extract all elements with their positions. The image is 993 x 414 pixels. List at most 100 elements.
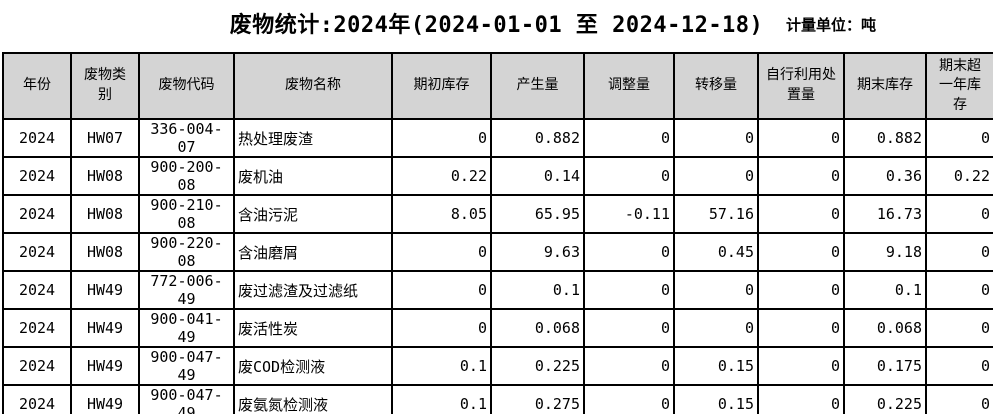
column-header-1[interactable]: 废物类别 [70,52,140,120]
cell[interactable]: 0 [757,156,845,196]
column-header-10[interactable]: 期末超一年库存 [925,52,993,120]
cell[interactable]: 0.1 [490,270,585,310]
cell[interactable]: 0 [925,384,993,414]
cell[interactable]: HW08 [70,194,140,234]
cell[interactable]: 废COD检测液 [233,346,393,386]
cell[interactable]: 0 [757,308,845,348]
cell[interactable]: 0 [391,308,492,348]
cell[interactable]: HW49 [70,384,140,414]
column-header-0[interactable]: 年份 [2,52,72,120]
cell[interactable]: 0 [391,118,492,158]
cell[interactable]: 8.05 [391,194,492,234]
cell[interactable]: 2024 [2,346,72,386]
cell[interactable]: 含油磨屑 [233,232,393,272]
column-header-3[interactable]: 废物名称 [233,52,393,120]
cell[interactable]: 0 [757,194,845,234]
cell[interactable]: 336-004-07 [138,118,235,158]
cell[interactable]: 0 [757,384,845,414]
cell[interactable]: 0 [925,270,993,310]
cell[interactable]: 0 [673,308,759,348]
cell[interactable]: HW49 [70,308,140,348]
cell[interactable]: 0 [925,346,993,386]
cell[interactable]: 0 [583,232,675,272]
column-header-2[interactable]: 废物代码 [138,52,235,120]
column-header-7[interactable]: 转移量 [673,52,759,120]
cell[interactable]: 0.15 [673,346,759,386]
cell[interactable]: 900-047-49 [138,384,235,414]
cell[interactable]: 0 [757,232,845,272]
cell[interactable]: 0.14 [490,156,585,196]
cell[interactable]: 0.36 [843,156,927,196]
cell[interactable]: 废机油 [233,156,393,196]
cell[interactable]: 2024 [2,118,72,158]
cell[interactable]: 16.73 [843,194,927,234]
cell[interactable]: 0 [673,156,759,196]
cell[interactable]: 57.16 [673,194,759,234]
cell[interactable]: HW49 [70,270,140,310]
cell[interactable]: HW08 [70,232,140,272]
cell[interactable]: 0 [583,346,675,386]
cell[interactable]: 0 [925,118,993,158]
column-header-9[interactable]: 期末库存 [843,52,927,120]
cell[interactable]: 65.95 [490,194,585,234]
cell[interactable]: 900-041-49 [138,308,235,348]
cell[interactable]: 废活性炭 [233,308,393,348]
cell[interactable]: 2024 [2,194,72,234]
cell[interactable]: 2024 [2,156,72,196]
cell[interactable]: 0.068 [843,308,927,348]
cell[interactable]: 0 [673,118,759,158]
cell[interactable]: 2024 [2,384,72,414]
page-title: 废物统计:2024年(2024-01-01 至 2024-12-18) [229,13,764,38]
cell[interactable]: 0.1 [843,270,927,310]
cell[interactable]: 0.22 [391,156,492,196]
cell[interactable]: 9.63 [490,232,585,272]
cell[interactable]: 0 [583,270,675,310]
cell[interactable]: 0 [757,270,845,310]
cell[interactable]: HW07 [70,118,140,158]
cell[interactable]: 772-006-49 [138,270,235,310]
column-header-8[interactable]: 自行利用处置量 [757,52,845,120]
cell[interactable]: 0 [583,118,675,158]
cell[interactable]: 0.15 [673,384,759,414]
cell[interactable]: 0 [673,270,759,310]
cell[interactable]: 900-047-49 [138,346,235,386]
cell[interactable]: 2024 [2,232,72,272]
cell[interactable]: 0.225 [490,346,585,386]
cell[interactable]: 0.1 [391,346,492,386]
cell[interactable]: 热处理废渣 [233,118,393,158]
cell[interactable]: 0 [583,384,675,414]
cell[interactable]: 0 [757,118,845,158]
cell[interactable]: 0 [583,156,675,196]
cell[interactable]: HW08 [70,156,140,196]
cell[interactable]: 0.22 [925,156,993,196]
cell[interactable]: -0.11 [583,194,675,234]
cell[interactable]: 900-200-08 [138,156,235,196]
cell[interactable]: 0 [757,346,845,386]
cell[interactable]: 0.882 [843,118,927,158]
cell[interactable]: 0 [391,232,492,272]
cell[interactable]: 0.275 [490,384,585,414]
cell[interactable]: 0.1 [391,384,492,414]
cell[interactable]: 900-210-08 [138,194,235,234]
cell[interactable]: 废过滤渣及过滤纸 [233,270,393,310]
cell[interactable]: 0.882 [490,118,585,158]
cell[interactable]: 废氨氮检测液 [233,384,393,414]
cell[interactable]: 0.45 [673,232,759,272]
cell[interactable]: 0 [391,270,492,310]
cell[interactable]: 含油污泥 [233,194,393,234]
cell[interactable]: HW49 [70,346,140,386]
cell[interactable]: 900-220-08 [138,232,235,272]
column-header-5[interactable]: 产生量 [490,52,585,120]
column-header-6[interactable]: 调整量 [583,52,675,120]
cell[interactable]: 0 [583,308,675,348]
cell[interactable]: 9.18 [843,232,927,272]
cell[interactable]: 0.175 [843,346,927,386]
cell[interactable]: 0 [925,308,993,348]
cell[interactable]: 0 [925,194,993,234]
cell[interactable]: 0.225 [843,384,927,414]
cell[interactable]: 0.068 [490,308,585,348]
column-header-4[interactable]: 期初库存 [391,52,492,120]
cell[interactable]: 2024 [2,308,72,348]
cell[interactable]: 0 [925,232,993,272]
cell[interactable]: 2024 [2,270,72,310]
